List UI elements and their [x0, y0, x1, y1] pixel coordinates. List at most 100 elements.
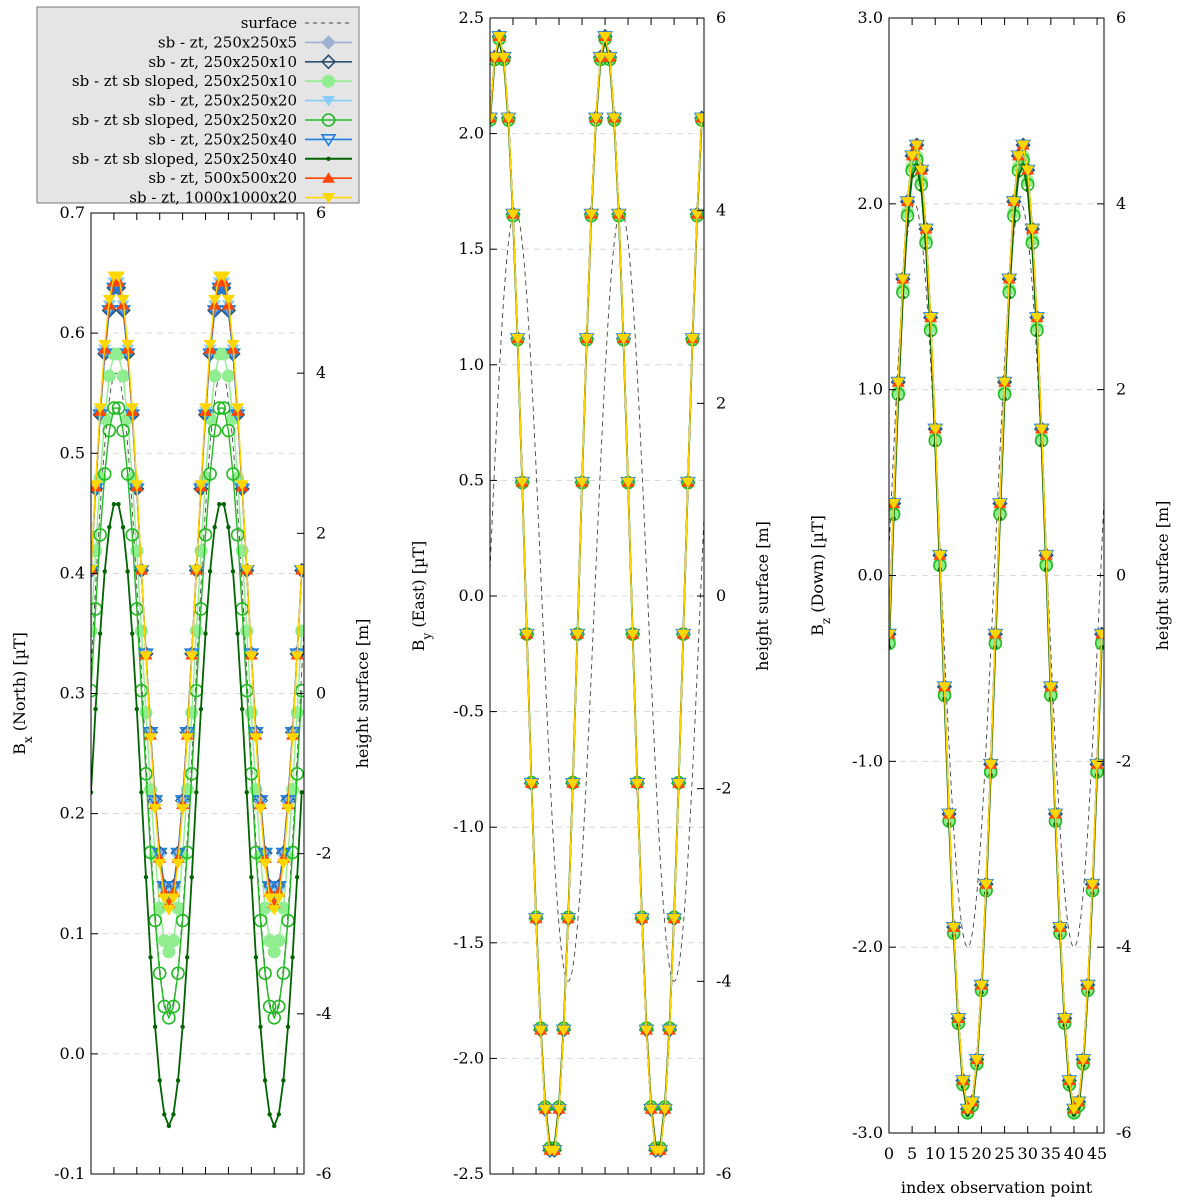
series-line — [490, 36, 703, 1151]
x-tick-label: 25 — [994, 1144, 1014, 1163]
legend-entry: sb - zt, 1000x1000x20 — [129, 189, 352, 207]
data-point — [490, 113, 497, 127]
data-point — [152, 1024, 158, 1030]
data-point — [203, 339, 217, 351]
data-point — [170, 847, 186, 861]
data-point — [956, 1075, 970, 1087]
data-point — [139, 651, 153, 663]
data-point — [180, 733, 194, 744]
y-tick-label: -0.5 — [453, 702, 484, 721]
data-point — [965, 1097, 979, 1108]
data-point — [102, 423, 117, 438]
y-tick-label: 0.2 — [60, 804, 85, 823]
legend-label: sb - zt, 500x500x20 — [148, 169, 297, 187]
series-sb-zt-250x250x40 — [490, 31, 704, 1158]
legend-label: sb - zt sb sloped, 250x250x40 — [72, 150, 297, 168]
data-point — [658, 1104, 672, 1116]
data-point — [1002, 274, 1016, 285]
y2-axis-label: height surface [m] — [353, 619, 372, 769]
data-point — [290, 955, 295, 960]
data-point — [148, 955, 153, 960]
data-point — [621, 477, 635, 489]
data-point — [1058, 1013, 1072, 1025]
legend-label: sb - zt, 250x250x10 — [148, 53, 297, 71]
data-point — [166, 1123, 172, 1129]
y-tick-label: 2.0 — [858, 194, 883, 213]
y-tick-label: -2.5 — [453, 1164, 484, 1183]
data-point — [1053, 922, 1067, 934]
data-point — [180, 1024, 185, 1030]
series-sb-zt-1000x1000x20 — [490, 31, 704, 1157]
legend-entry: sb - zt, 250x250x5 — [158, 33, 352, 51]
data-point — [144, 733, 158, 744]
data-point — [1021, 165, 1035, 176]
y2-tick-label: 6 — [716, 8, 726, 27]
data-point — [239, 706, 245, 712]
y2-tick-label: 0 — [716, 586, 726, 605]
data-point — [207, 423, 222, 438]
data-point — [253, 955, 259, 960]
data-point — [1085, 879, 1099, 891]
y2-tick-label: -2 — [716, 779, 732, 798]
data-point — [143, 874, 149, 880]
data-point — [281, 804, 295, 815]
data-point — [111, 502, 117, 507]
data-point — [217, 401, 231, 415]
data-point — [156, 881, 173, 894]
data-point — [1007, 197, 1021, 208]
x-tick-label: 35 — [1041, 1144, 1061, 1163]
data-point — [919, 224, 933, 235]
data-point — [111, 401, 126, 415]
legend-entry: sb - zt, 250x250x20 — [148, 92, 352, 110]
x-tick-label: 30 — [1018, 1144, 1038, 1163]
data-point — [258, 901, 272, 915]
data-point — [1081, 980, 1095, 991]
data-point — [221, 502, 227, 507]
data-point — [230, 528, 245, 542]
data-point — [208, 294, 222, 306]
series-sb-zt-250x250x5 — [490, 29, 704, 1158]
data-point — [529, 914, 543, 925]
data-point — [91, 790, 94, 795]
data-point — [616, 334, 630, 345]
data-point — [107, 401, 121, 415]
surface-line — [490, 210, 704, 982]
data-point — [235, 480, 249, 491]
data-point — [134, 565, 148, 576]
data-point — [566, 778, 580, 790]
data-point — [681, 477, 695, 489]
data-point — [557, 1025, 571, 1036]
data-point — [896, 274, 910, 285]
data-point — [198, 706, 204, 712]
data-point — [121, 339, 135, 351]
data-point — [951, 1013, 965, 1025]
data-point — [552, 1104, 566, 1116]
data-point — [520, 629, 534, 641]
y-label-rest: (North) [µT] — [10, 632, 29, 736]
data-point — [630, 778, 644, 790]
data-point — [909, 173, 915, 179]
data-point — [515, 477, 529, 489]
legend-marker — [320, 54, 337, 70]
y2-axis-label: height surface [m] — [753, 521, 772, 671]
data-point — [171, 858, 185, 870]
data-point — [276, 1112, 282, 1117]
data-point — [152, 966, 167, 981]
data-point — [1039, 550, 1053, 562]
data-point — [497, 52, 511, 64]
legend-box — [36, 6, 360, 204]
data-point — [162, 905, 176, 916]
y2-tick-label: 6 — [1116, 8, 1126, 27]
data-point — [593, 52, 607, 64]
data-point — [889, 498, 901, 510]
data-point — [272, 999, 286, 1014]
data-point — [272, 934, 286, 948]
data-point — [290, 706, 304, 720]
data-point — [1035, 424, 1049, 435]
data-point — [662, 1025, 676, 1036]
data-point — [116, 423, 130, 438]
y-tick-label: 0.0 — [60, 1044, 85, 1063]
series-sb-zt-sb-sloped-250x250x10 — [490, 32, 704, 1155]
data-point — [598, 31, 612, 43]
y-tick-label: 0.0 — [459, 586, 484, 605]
